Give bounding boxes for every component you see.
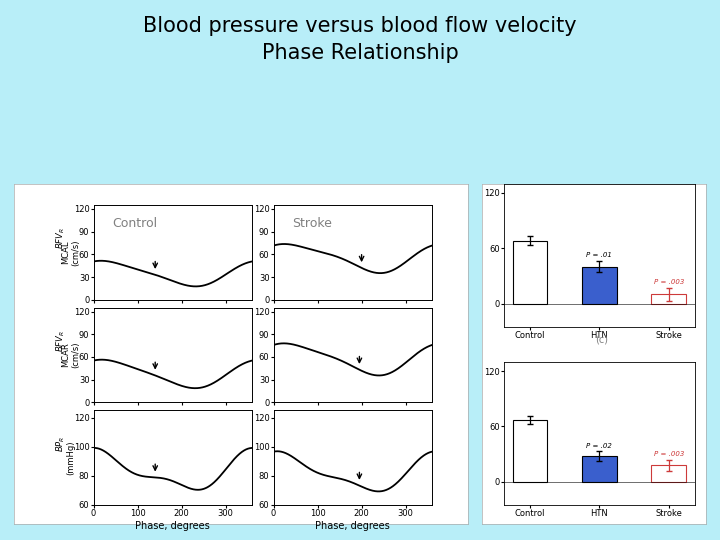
Y-axis label: MCAL
(cm/s): MCAL (cm/s) [61, 239, 81, 266]
Bar [513, 241, 547, 303]
Text: P = .02: P = .02 [587, 443, 612, 449]
Y-axis label: (mmHg): (mmHg) [66, 441, 76, 475]
Text: $BP_R$: $BP_R$ [55, 435, 68, 451]
Bar [513, 420, 547, 482]
Text: Blood pressure versus blood flow velocity
Phase Relationship: Blood pressure versus blood flow velocit… [143, 16, 577, 63]
X-axis label: Phase, degrees: Phase, degrees [135, 521, 210, 531]
Bar [652, 294, 686, 303]
Bar [652, 465, 686, 482]
Text: Stroke: Stroke [292, 217, 333, 230]
Bar [582, 267, 617, 303]
Text: $BFV_R$: $BFV_R$ [55, 330, 68, 352]
Text: (c): (c) [595, 335, 608, 345]
Bar [582, 456, 617, 482]
Text: Control: Control [112, 217, 158, 230]
Text: P = .003: P = .003 [654, 279, 684, 285]
Y-axis label: MCAR
(cm/s): MCAR (cm/s) [61, 342, 81, 368]
Text: P = .003: P = .003 [654, 451, 684, 457]
Text: $BFV_R$: $BFV_R$ [55, 227, 68, 249]
X-axis label: Phase, degrees: Phase, degrees [315, 521, 390, 531]
Text: P = .01: P = .01 [587, 253, 612, 259]
